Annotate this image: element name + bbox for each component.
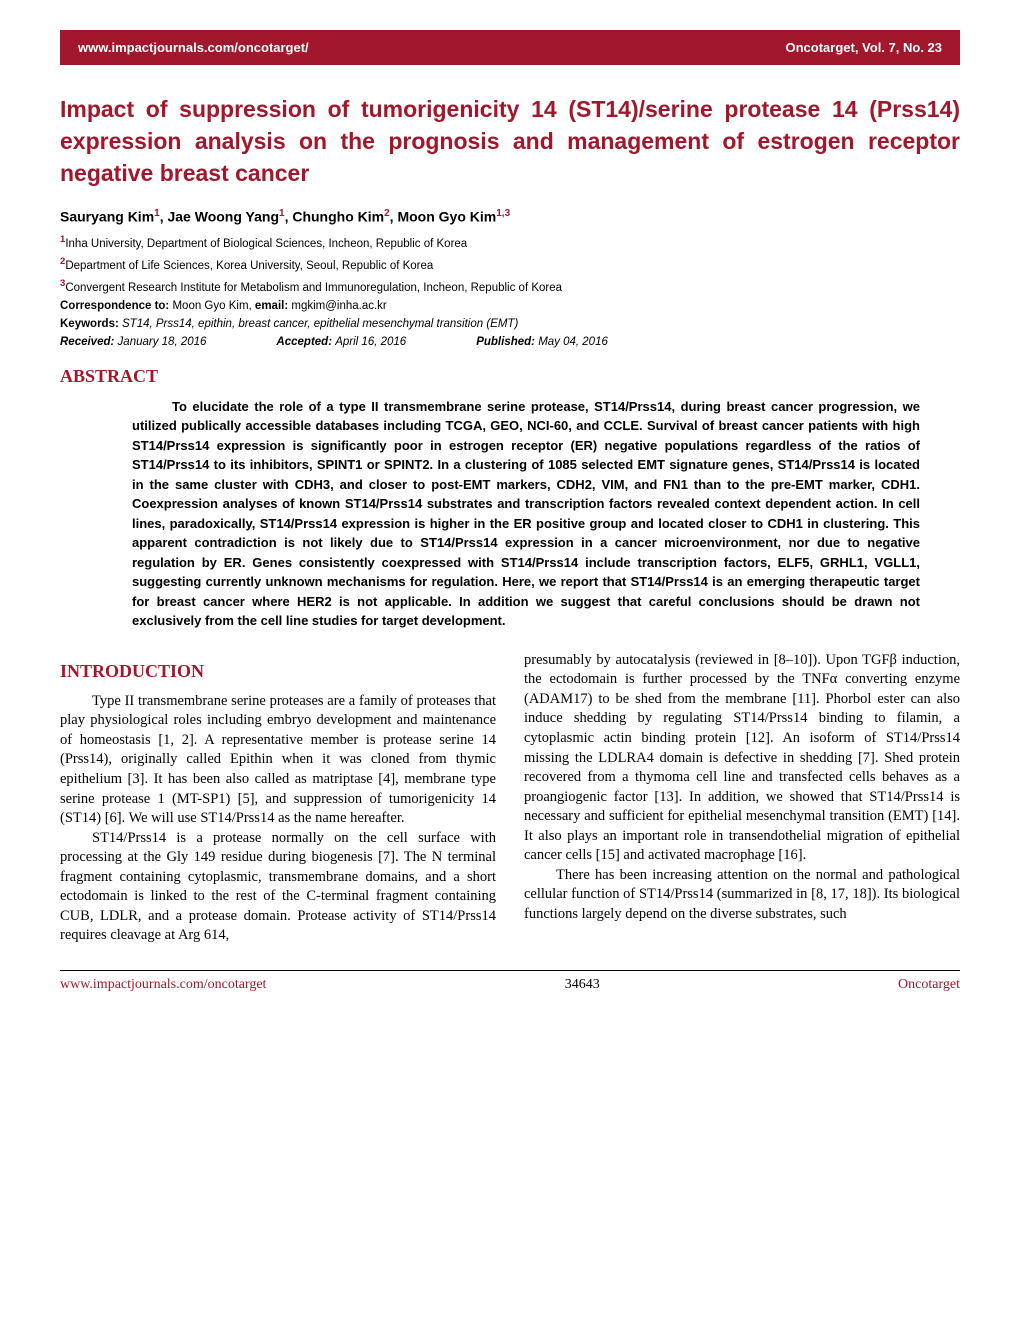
page-footer: www.impactjournals.com/oncotarget 34643 … [60,970,960,993]
author-affil-sup: 1,3 [496,208,510,219]
author-affil-sup: 1 [154,208,160,219]
received-value: January 18, 2016 [118,336,207,348]
left-column: INTRODUCTION Type II transmembrane serin… [60,651,496,946]
intro-paragraph: There has been increasing attention on t… [524,866,960,925]
email-label: email: [255,300,288,312]
accepted-value: April 16, 2016 [335,336,406,348]
correspondence: Correspondence to: Moon Gyo Kim, email: … [60,300,960,312]
received-label: Received: [60,336,114,348]
abstract-heading: ABSTRACT [60,366,960,387]
footer-url: www.impactjournals.com/oncotarget [60,977,266,993]
affil-text: Inha University, Department of Biologica… [65,238,467,250]
affiliation: 3Convergent Research Institute for Metab… [60,278,960,294]
published-value: May 04, 2016 [538,336,608,348]
published-label: Published: [476,336,535,348]
keywords-text: ST14, Prss14, epithin, breast cancer, ep… [122,318,518,330]
intro-p1-text: Type II transmembrane serine proteases a… [60,693,496,826]
journal-header: www.impactjournals.com/oncotarget/ Oncot… [60,30,960,65]
intro-p2-text: ST14/Prss14 is a protease normally on th… [60,830,496,944]
introduction-heading: INTRODUCTION [60,661,496,682]
article-dates: Received: January 18, 2016 Accepted: Apr… [60,336,960,348]
intro-paragraph: Type II transmembrane serine proteases a… [60,692,496,829]
intro-p4-text: There has been increasing attention on t… [524,867,960,922]
intro-paragraph: presumably by autocatalysis (reviewed in… [524,651,960,866]
published-date: Published: May 04, 2016 [476,336,608,348]
accepted-label: Accepted: [276,336,332,348]
author-name: Moon Gyo Kim [397,208,496,224]
intro-p3-text: presumably by autocatalysis (reviewed in… [524,652,960,864]
abstract-content: To elucidate the role of a type II trans… [132,399,920,629]
keywords: Keywords: ST14, Prss14, epithin, breast … [60,318,960,330]
accepted-date: Accepted: April 16, 2016 [276,336,406,348]
correspondence-label: Correspondence to: [60,300,169,312]
author-affil-sup: 1 [279,208,285,219]
correspondence-email: mgkim@inha.ac.kr [291,300,386,312]
affiliation: 1Inha University, Department of Biologic… [60,234,960,250]
right-column: presumably by autocatalysis (reviewed in… [524,651,960,946]
author-name: Jae Woong Yang [167,208,279,224]
article-title: Impact of suppression of tumorigenicity … [60,93,960,190]
affil-text: Department of Life Sciences, Korea Unive… [65,260,433,272]
affil-text: Convergent Research Institute for Metabo… [65,282,562,294]
author-name: Sauryang Kim [60,208,154,224]
affiliation: 2Department of Life Sciences, Korea Univ… [60,256,960,272]
header-url: www.impactjournals.com/oncotarget/ [78,40,309,55]
author-name: Chungho Kim [292,208,384,224]
footer-page-number: 34643 [565,977,600,993]
correspondence-name: Moon Gyo Kim, [172,300,251,312]
intro-paragraph: ST14/Prss14 is a protease normally on th… [60,829,496,946]
received-date: Received: January 18, 2016 [60,336,206,348]
body-columns: INTRODUCTION Type II transmembrane serin… [60,651,960,946]
keywords-label: Keywords: [60,318,119,330]
header-volume: Oncotarget, Vol. 7, No. 23 [785,40,942,55]
footer-journal: Oncotarget [898,977,960,993]
author-affil-sup: 2 [384,208,390,219]
abstract-text: To elucidate the role of a type II trans… [60,397,960,631]
author-list: Sauryang Kim1, Jae Woong Yang1, Chungho … [60,208,960,225]
